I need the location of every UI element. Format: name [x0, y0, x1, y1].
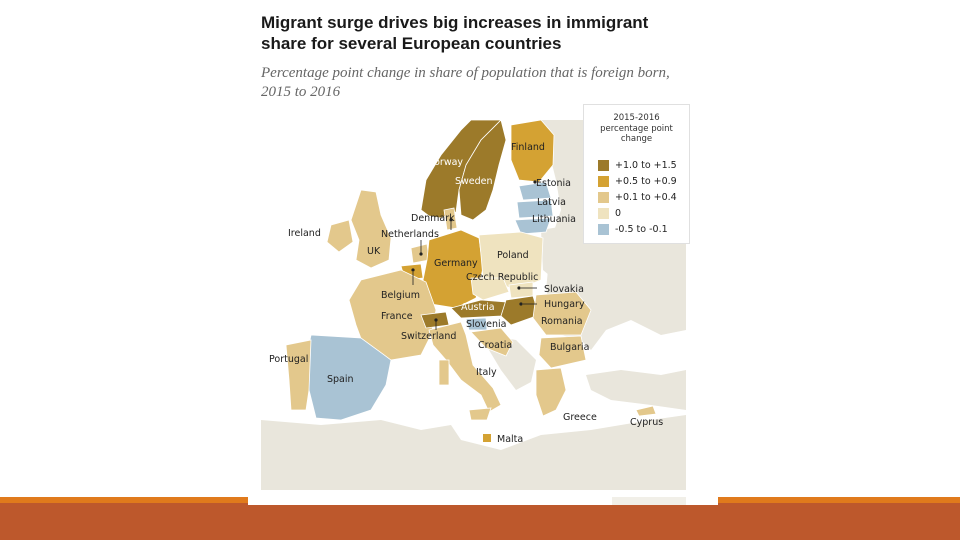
- label-netherlands: Netherlands: [381, 229, 439, 240]
- label-uk: UK: [367, 246, 381, 257]
- dot-belgium: [411, 268, 415, 272]
- region-sicily: [468, 407, 492, 421]
- legend-swatch: [598, 175, 609, 187]
- card-bottom-edge: [248, 497, 718, 505]
- label-greece: Greece: [563, 412, 597, 423]
- legend-swatch: [598, 223, 609, 235]
- chart-title: Migrant surge drives big increases in im…: [261, 13, 649, 53]
- label-ireland: Ireland: [288, 228, 321, 239]
- label-france: France: [381, 311, 413, 322]
- region-bulgaria: [538, 335, 587, 369]
- legend-label: -0.5 to -0.1: [615, 223, 668, 235]
- label-malta: Malta: [497, 434, 523, 445]
- legend-label: +0.5 to +0.9: [615, 175, 677, 187]
- region-slovakia: [508, 281, 534, 299]
- region-croatia: [470, 327, 514, 357]
- region-malta: [483, 434, 491, 442]
- dot-slovakia: [517, 286, 521, 290]
- region-ireland: [326, 219, 354, 253]
- legend-item: +1.0 to +1.5: [598, 159, 677, 171]
- label-belgium: Belgium: [381, 290, 420, 301]
- non-eu-land-turkey: [586, 370, 686, 410]
- label-portugal: Portugal: [269, 354, 308, 365]
- dot-hungary: [519, 302, 523, 306]
- region-sardinia: [438, 359, 450, 386]
- non-eu-land-belarus: [541, 225, 581, 285]
- legend-label: +1.0 to +1.5: [615, 159, 677, 171]
- region-lithuania: [514, 217, 552, 235]
- legend-label: 0: [615, 207, 622, 219]
- label-latvia: Latvia: [537, 197, 566, 208]
- label-slovenia: Slovenia: [466, 319, 506, 330]
- region-hungary: [500, 295, 540, 326]
- label-hungary: Hungary: [544, 299, 585, 310]
- slide-footer-bar: [0, 503, 960, 540]
- label-poland: Poland: [497, 250, 529, 261]
- label-slovakia: Slovakia: [544, 284, 584, 295]
- label-lithuania: Lithuania: [532, 214, 576, 225]
- dot-netherlands: [419, 252, 423, 256]
- legend-item: +0.1 to +0.4: [598, 191, 677, 203]
- region-romania: [532, 291, 592, 336]
- region-italy: [428, 321, 502, 413]
- dot-denmark: [449, 218, 453, 222]
- label-finland: Finland: [511, 142, 545, 153]
- region-sweden: [458, 120, 507, 221]
- region-france: [348, 269, 437, 361]
- region-czech: [470, 277, 510, 301]
- label-romania: Romania: [541, 316, 583, 327]
- label-croatia: Croatia: [478, 340, 512, 351]
- legend-swatch: [598, 191, 609, 203]
- legend-swatch: [598, 207, 609, 219]
- label-germany: Germany: [434, 258, 478, 269]
- region-uk: [350, 189, 392, 269]
- label-czech: Czech Republic: [466, 272, 538, 283]
- legend-item: -0.5 to -0.1: [598, 223, 668, 235]
- label-estonia: Estonia: [536, 178, 571, 189]
- legend-item: +0.5 to +0.9: [598, 175, 677, 187]
- label-norway: Norway: [427, 157, 463, 168]
- region-latvia: [516, 199, 554, 219]
- region-greece: [535, 367, 567, 417]
- dot-estonia: [533, 180, 537, 184]
- region-estonia: [518, 181, 552, 201]
- legend-item: 0: [598, 207, 621, 219]
- card-bottom-chip: [612, 497, 686, 505]
- label-austria: Austria: [461, 302, 495, 313]
- non-eu-land-south: [261, 415, 686, 490]
- legend-swatch: [598, 159, 609, 171]
- label-italy: Italy: [476, 367, 497, 378]
- legend-title: 2015-2016 percentage point change: [600, 113, 673, 144]
- label-cyprus: Cyprus: [630, 417, 663, 428]
- region-finland: [510, 120, 555, 183]
- label-denmark: Denmark: [411, 213, 455, 224]
- label-switzerland: Switzerland: [401, 331, 456, 342]
- region-cyprus: [635, 405, 657, 417]
- map-legend: 2015-2016 percentage point change +1.0 t…: [583, 104, 690, 244]
- label-spain: Spain: [327, 374, 354, 385]
- label-sweden: Sweden: [455, 176, 493, 187]
- label-bulgaria: Bulgaria: [550, 342, 589, 353]
- region-portugal: [285, 339, 312, 411]
- chart-subtitle: Percentage point change in share of popu…: [261, 65, 670, 100]
- legend-label: +0.1 to +0.4: [615, 191, 677, 203]
- region-germany: [422, 229, 484, 309]
- dot-switzerland: [434, 318, 438, 322]
